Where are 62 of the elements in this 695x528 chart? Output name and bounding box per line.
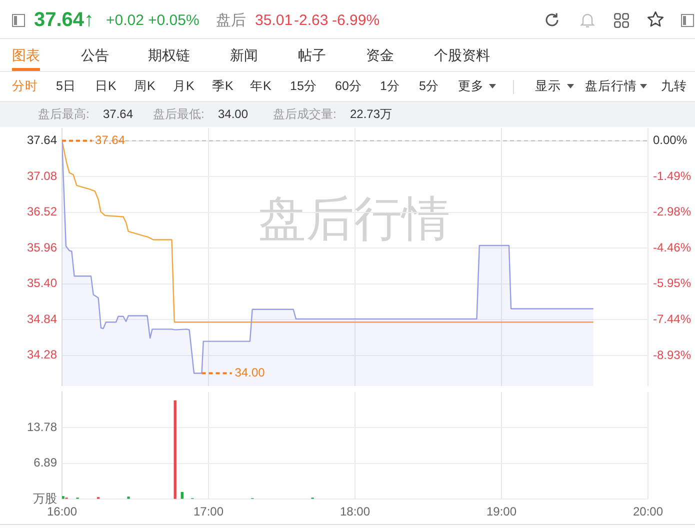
y2-tick-label: -4.46% (653, 240, 692, 254)
text: 15分 (290, 79, 317, 93)
y2-tick-label: -8.93% (653, 348, 692, 362)
x-tick-label: 19:00 (486, 504, 517, 519)
y-tick-label: 37.08 (26, 168, 58, 183)
text: 帖子 (298, 47, 326, 63)
text: 日K (95, 79, 116, 93)
x-tick-label: 20:00 (632, 504, 664, 519)
text: 盘后成交量: (273, 107, 336, 121)
text: -2.63 (294, 12, 328, 29)
text: +0.05% (148, 12, 200, 29)
text: 个股资料 (434, 47, 490, 63)
text: 盘后最高: (38, 107, 90, 121)
text: 5分 (419, 79, 439, 93)
text: 公告 (81, 47, 109, 63)
x-tick-label: 17:00 (193, 504, 224, 519)
text: 分时 (12, 79, 38, 93)
text: 35.01 (255, 12, 293, 29)
text: 期权链 (148, 47, 190, 63)
text: -6.99% (332, 12, 380, 29)
text: 周K (134, 79, 156, 93)
text: 22.73万 (350, 107, 392, 121)
annotation: 34.00 (234, 366, 266, 380)
y-tick-label: 35.96 (26, 240, 58, 254)
text: 37.64 (103, 107, 134, 121)
text: 更多 (458, 79, 484, 93)
text: 年K (250, 79, 272, 93)
y2-tick-label: -1.49% (653, 168, 692, 183)
x-tick-label: 18:00 (340, 504, 370, 519)
text: 34.00 (218, 107, 248, 121)
text: 显示 (535, 79, 561, 93)
text: 季K (212, 79, 234, 93)
y2-tick-label: -5.95% (653, 276, 692, 290)
bar (62, 496, 64, 499)
text: 60分 (335, 79, 362, 93)
y-tick-label: 13.78 (26, 420, 58, 434)
bar (180, 492, 184, 499)
text: 盘后 (216, 12, 246, 29)
y-tick-label: 35.40 (26, 276, 58, 290)
text: 九转 (661, 79, 687, 93)
y-tick-label: 36.52 (26, 204, 58, 219)
text: 图表 (12, 47, 40, 63)
y2-tick-label: 0.00% (653, 133, 688, 148)
y-tick-label: 万股 (33, 491, 57, 506)
bar (174, 400, 176, 499)
text: +0.02 (106, 12, 144, 29)
y-tick-label: 34.28 (26, 348, 58, 362)
text: 37.64↑ (34, 9, 94, 31)
y-tick-label: 6.89 (34, 456, 58, 470)
annotation: 37.64 (95, 133, 126, 148)
text: 1分 (380, 79, 400, 93)
x-tick-label: 16:00 (46, 504, 78, 519)
text: 新闻 (230, 47, 258, 63)
y2-tick-label: -7.44% (653, 312, 692, 326)
text: 月K (173, 79, 194, 93)
y-tick-label: 34.84 (26, 312, 58, 326)
text: 资金 (366, 47, 394, 63)
y-tick-label: 37.64 (26, 133, 58, 148)
y2-tick-label: -2.98% (653, 204, 692, 219)
text: 盘后行情 (585, 79, 637, 93)
text: 盘后最低: (153, 107, 204, 121)
text: 5日 (56, 79, 76, 93)
